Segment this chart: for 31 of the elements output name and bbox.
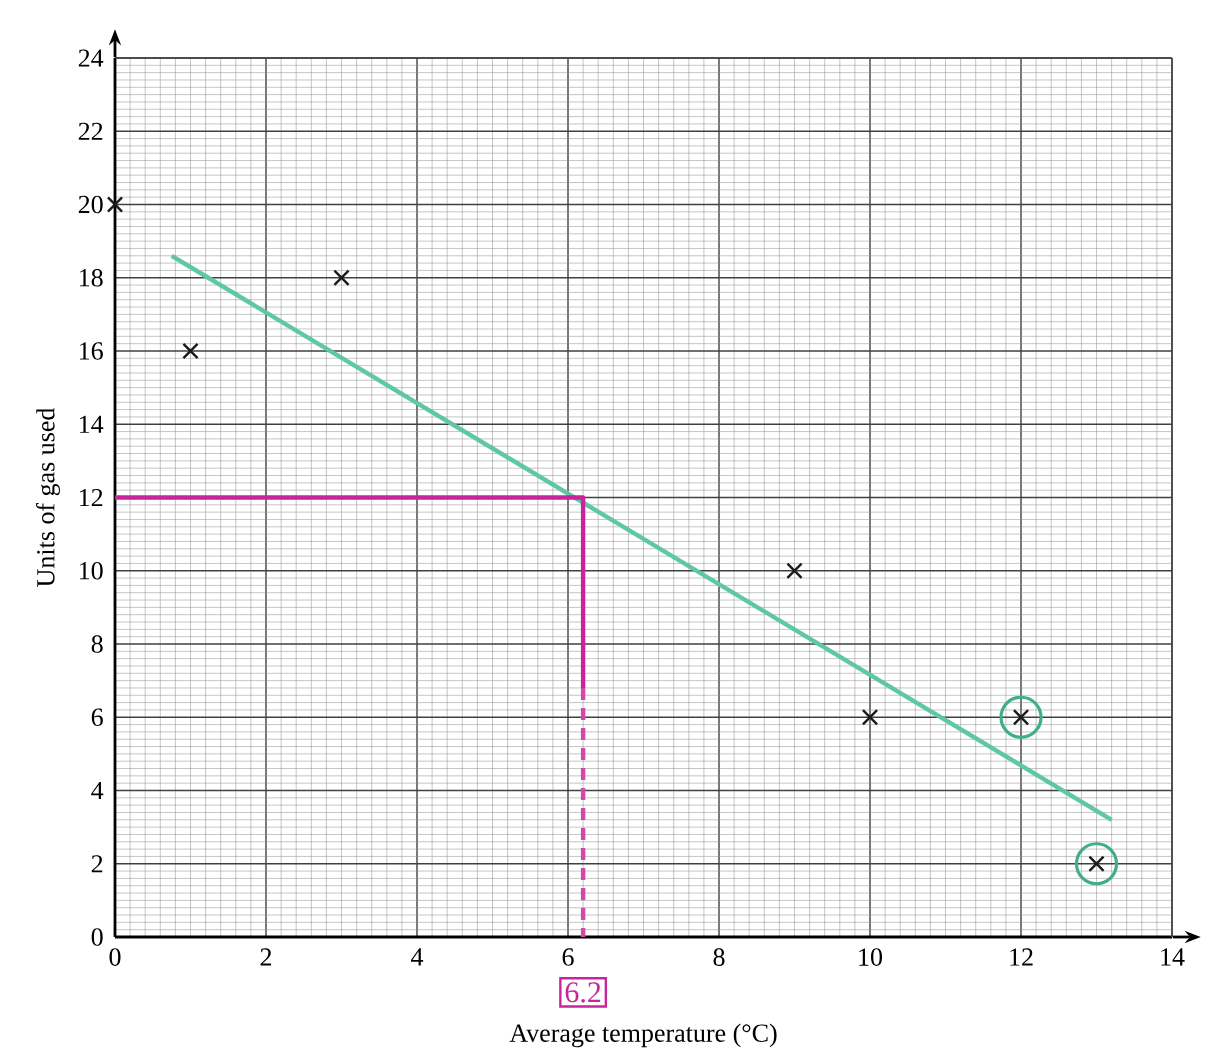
y-tick-label: 20 bbox=[78, 195, 103, 214]
x-tick-label: 10 bbox=[859, 948, 883, 966]
y-tick-label: 8 bbox=[91, 635, 103, 653]
y-tick-label: 4 bbox=[91, 781, 104, 800]
x-tick-label: 6 bbox=[562, 948, 574, 966]
y-tick-label: 18 bbox=[79, 268, 103, 287]
x-tick-label: 8 bbox=[713, 948, 725, 966]
y-tick-label: 24 bbox=[78, 49, 104, 67]
y-tick-label: 12 bbox=[79, 488, 103, 507]
y-tick-label: 10 bbox=[79, 561, 103, 580]
y-tick-label: 6 bbox=[91, 708, 103, 726]
x-tick-label: 2 bbox=[260, 948, 272, 966]
point bbox=[861, 708, 879, 726]
point bbox=[333, 269, 350, 287]
y-tick-label: 16 bbox=[79, 342, 103, 360]
point bbox=[1074, 842, 1119, 886]
y-tick-label: 22 bbox=[78, 122, 103, 140]
x-tick-label: 4 bbox=[411, 948, 424, 966]
point bbox=[106, 196, 124, 213]
point bbox=[182, 342, 199, 360]
annotation: 6.2 bbox=[565, 982, 601, 1003]
x-tick-label: 14 bbox=[1161, 948, 1185, 966]
y-tick-label: 14 bbox=[79, 415, 104, 433]
x-axis-title: Average temperature (°C) bbox=[509, 1023, 777, 1048]
point bbox=[786, 562, 803, 580]
x-tick-label: 12 bbox=[1010, 948, 1033, 966]
x-tick-label: 0 bbox=[109, 948, 121, 966]
point bbox=[999, 695, 1043, 739]
y-axis-title: Units of gas used bbox=[36, 407, 60, 587]
y-tick-label: 2 bbox=[91, 855, 103, 873]
y-tick-label: 0 bbox=[91, 928, 103, 946]
